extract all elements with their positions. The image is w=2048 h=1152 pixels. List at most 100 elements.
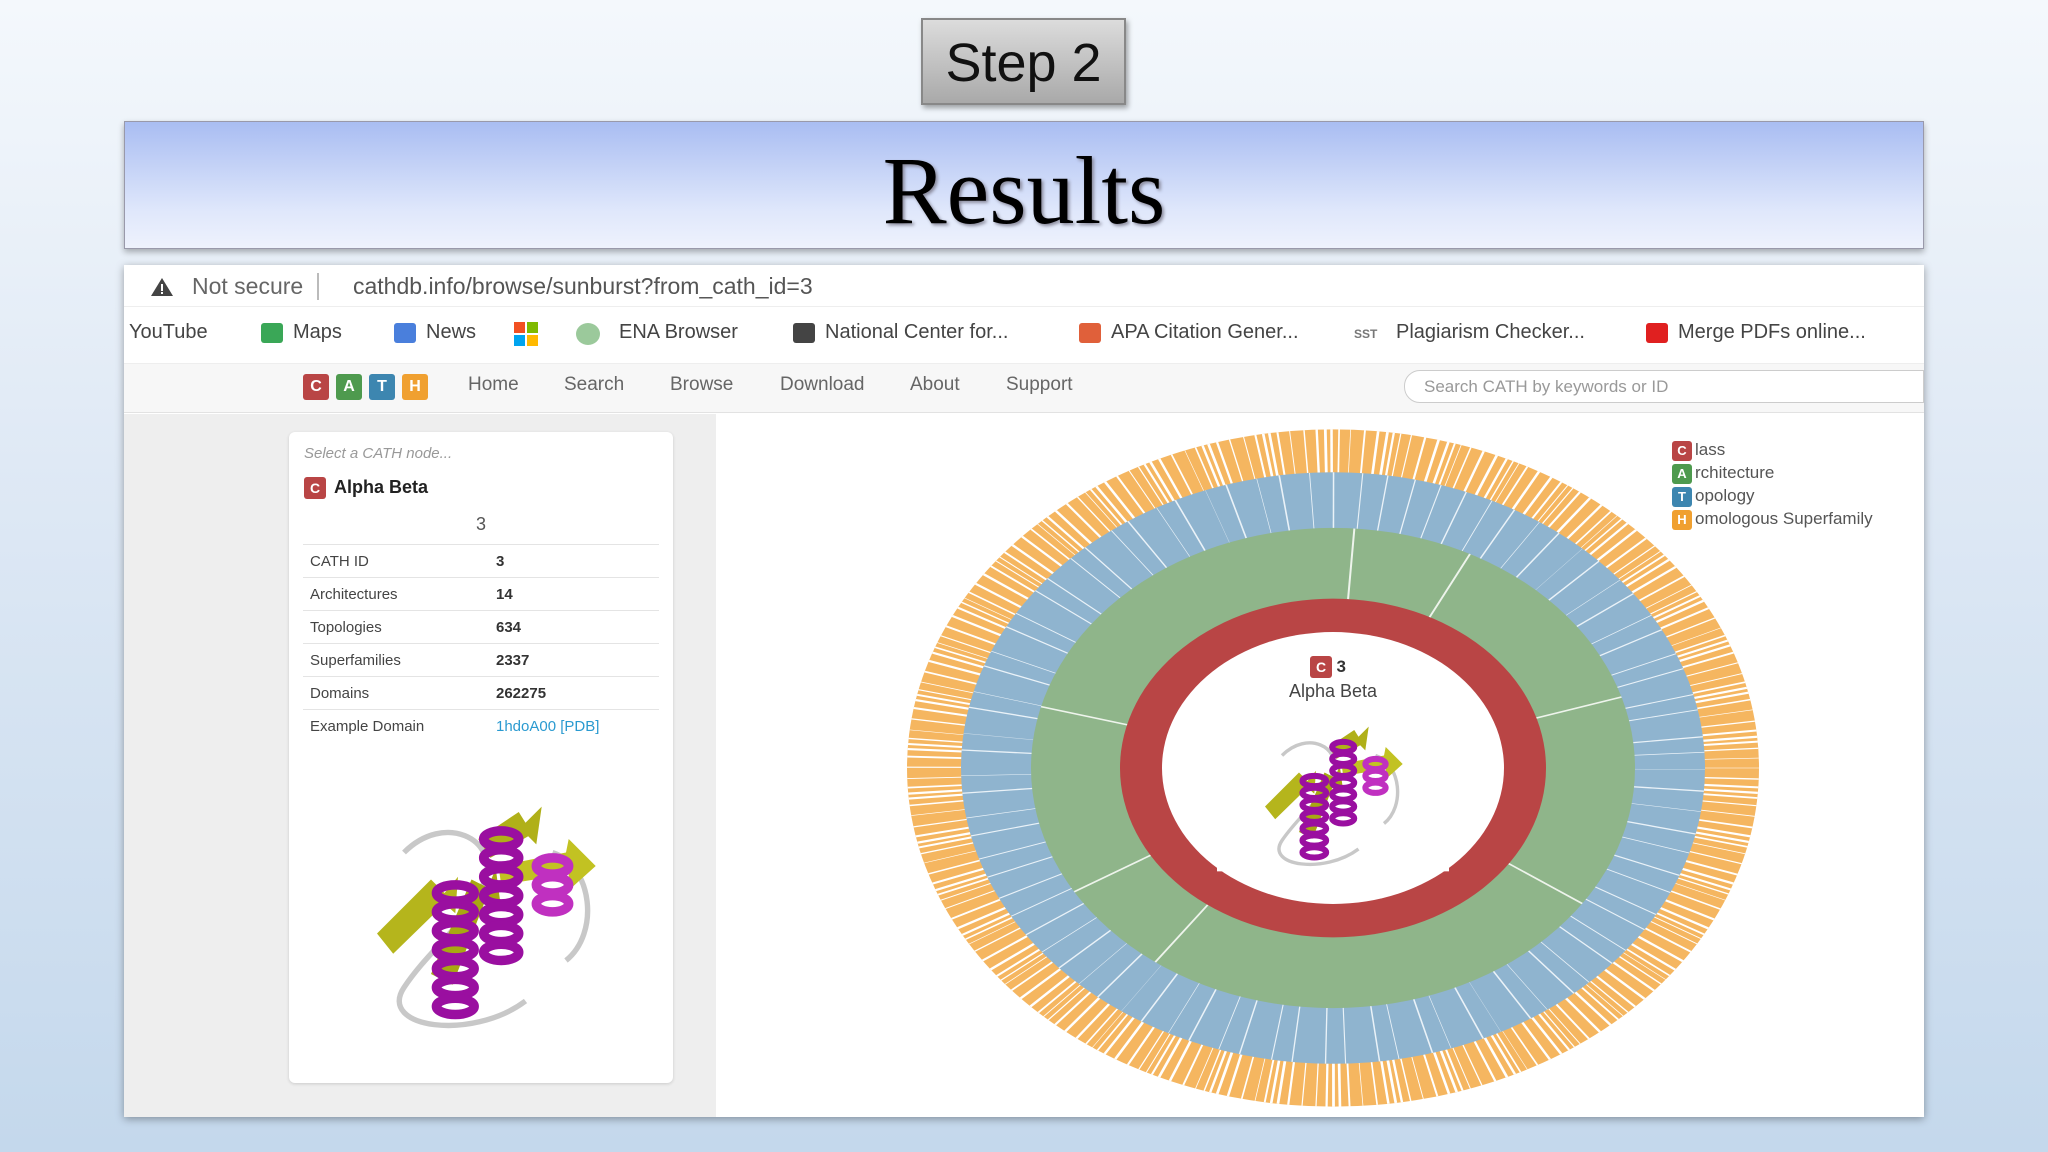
sunburst-divider bbox=[1400, 435, 1413, 478]
sunburst-divider bbox=[1015, 612, 1076, 643]
sunburst-divider bbox=[1070, 557, 1121, 599]
bookmark[interactable]: ENA Browser bbox=[619, 321, 738, 343]
sunburst-divider bbox=[1287, 1062, 1296, 1105]
sunburst-divider bbox=[1240, 1056, 1255, 1099]
sunburst-divider bbox=[1638, 575, 1685, 602]
sunburst-divider bbox=[907, 776, 962, 779]
sunburst-divider bbox=[1188, 989, 1217, 1041]
search-box[interactable] bbox=[1404, 370, 1924, 403]
node-card: Select a CATH node... C Alpha Beta 3 CATH ID… bbox=[289, 432, 673, 1083]
sunburst-divider bbox=[1238, 1000, 1258, 1055]
sunburst-divider bbox=[928, 659, 981, 676]
center-id: 3 bbox=[1336, 657, 1346, 676]
sunburst-divider bbox=[1337, 1063, 1342, 1107]
sunburst-divider bbox=[1399, 479, 1417, 534]
bookmark[interactable]: Merge PDFs online... bbox=[1678, 321, 1866, 343]
sunburst-divider bbox=[1011, 544, 1054, 575]
row-value[interactable]: 1hdoA00 [PDB] bbox=[496, 718, 600, 735]
sunburst-divider bbox=[920, 842, 974, 855]
sunburst-divider bbox=[1501, 466, 1529, 506]
sunburst-divider bbox=[909, 729, 964, 736]
sunburst-divider bbox=[1386, 1060, 1398, 1104]
sunburst-divider bbox=[937, 877, 989, 896]
sunburst-divider bbox=[974, 582, 1022, 608]
sunburst-divider bbox=[951, 898, 1001, 920]
sunburst-divider bbox=[940, 635, 991, 654]
sunburst-divider bbox=[1703, 793, 1758, 799]
sunburst-divider bbox=[1666, 617, 1716, 638]
sunburst-divider bbox=[1182, 1044, 1204, 1086]
sunburst-divider bbox=[1005, 626, 1069, 654]
sunburst-divider bbox=[1356, 473, 1364, 529]
sunburst-divider bbox=[1228, 439, 1244, 482]
legend-badge: A bbox=[1672, 464, 1692, 484]
step-label: Step 2 bbox=[945, 33, 1102, 93]
sunburst-divider bbox=[1565, 997, 1602, 1033]
sunburst-divider bbox=[1034, 590, 1092, 625]
sunburst-divider bbox=[1695, 831, 1750, 844]
sunburst-divider bbox=[1541, 487, 1574, 524]
row-label: Superfamilies bbox=[310, 652, 401, 669]
sunburst-divider bbox=[1126, 1026, 1155, 1066]
sunburst-divider bbox=[1346, 1063, 1351, 1107]
ena-icon bbox=[576, 323, 600, 345]
sunburst-divider bbox=[981, 935, 1028, 962]
sunburst-divider bbox=[1347, 528, 1356, 600]
nav-link[interactable]: About bbox=[910, 374, 960, 395]
bookmark[interactable]: Maps bbox=[293, 321, 342, 343]
sunburst-divider bbox=[918, 689, 972, 701]
sunburst-divider bbox=[1037, 523, 1076, 556]
sunburst-divider bbox=[1692, 842, 1746, 855]
sunburst-divider bbox=[1391, 433, 1402, 477]
sunburst-divider bbox=[970, 822, 1040, 837]
sunburst-divider bbox=[957, 906, 1006, 930]
nav-link[interactable]: Home bbox=[468, 374, 519, 395]
sunburst-divider bbox=[1315, 1063, 1319, 1107]
legend-text: omologous Superfamily bbox=[1695, 509, 1873, 528]
bookmark[interactable]: News bbox=[426, 321, 477, 343]
sunburst-divider bbox=[1386, 1004, 1400, 1060]
sunburst-divider bbox=[1215, 1052, 1234, 1095]
nav-link[interactable]: Support bbox=[1006, 374, 1073, 395]
title-banner bbox=[124, 121, 1924, 249]
sunburst-divider bbox=[1145, 1033, 1171, 1073]
sunburst-divider bbox=[908, 793, 963, 800]
url[interactable]: cathdb.info/browse/sunburst?from_cath_id… bbox=[353, 273, 813, 299]
sunburst-divider bbox=[1303, 430, 1309, 473]
sunburst-divider bbox=[1291, 1006, 1301, 1063]
bookmark[interactable]: YouTube bbox=[129, 321, 208, 343]
sunburst-divider bbox=[1674, 634, 1726, 653]
sunburst-divider bbox=[1621, 554, 1666, 583]
node-heading: C Alpha Beta bbox=[304, 477, 428, 499]
sunburst-divider bbox=[1634, 786, 1704, 792]
sunburst-divider bbox=[1041, 917, 1097, 953]
bookmark[interactable]: Plagiarism Checker... bbox=[1396, 321, 1585, 343]
sunburst-divider bbox=[1612, 961, 1655, 992]
sunburst-divider bbox=[1128, 470, 1156, 509]
sunburst-divider bbox=[982, 573, 1029, 600]
sunburst-divider bbox=[913, 707, 968, 717]
sunburst-divider bbox=[1625, 558, 1670, 588]
sunburst-divider bbox=[1566, 504, 1603, 540]
nav-link[interactable]: Search bbox=[564, 374, 625, 395]
sunburst-chart[interactable] bbox=[716, 413, 1924, 1117]
sunburst-divider bbox=[1671, 627, 1721, 646]
sunburst-divider bbox=[973, 691, 1042, 707]
node-prompt: Select a CATH node... bbox=[304, 445, 453, 462]
sunburst-divider bbox=[983, 665, 1050, 686]
sunburst-divider bbox=[1694, 686, 1748, 700]
nav-link[interactable]: Browse bbox=[670, 374, 734, 395]
bookmark[interactable]: National Center for... bbox=[825, 321, 1009, 343]
nav-link[interactable]: Download bbox=[780, 374, 865, 395]
sunburst-divider bbox=[1660, 607, 1710, 630]
sunburst-divider bbox=[1634, 751, 1705, 756]
address-bar[interactable] bbox=[124, 265, 1924, 307]
center-notch bbox=[1217, 855, 1449, 872]
bookmark[interactable]: APA Citation Gener... bbox=[1111, 321, 1299, 343]
sunburst-divider bbox=[1625, 693, 1694, 709]
sunburst-divider bbox=[1064, 997, 1101, 1033]
sunburst-divider bbox=[1537, 485, 1569, 522]
